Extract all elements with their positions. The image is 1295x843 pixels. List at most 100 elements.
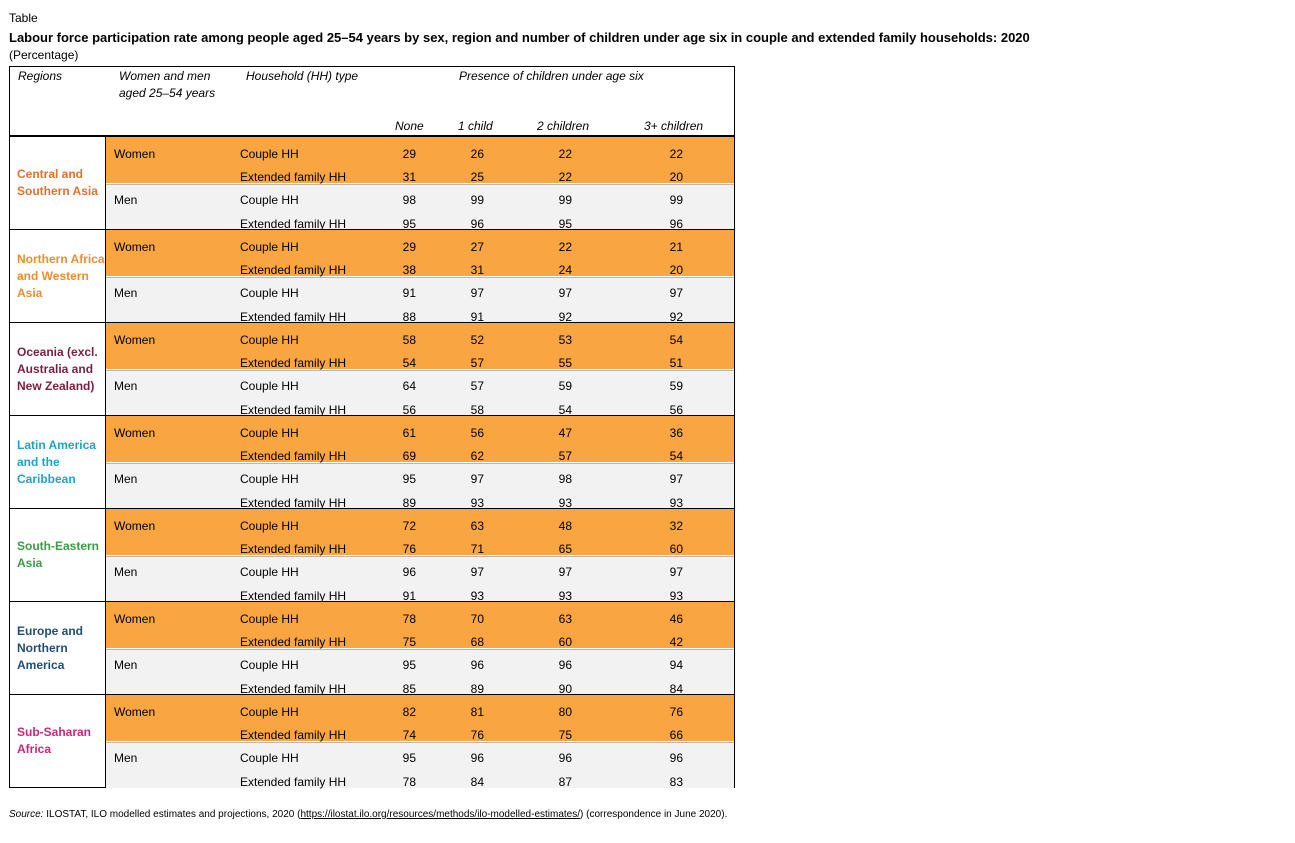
value-cell: 20 [669,170,683,184]
value-cell: 76 [669,705,683,719]
region-block: Sub-Saharan Africa Women Couple HH 82 81 80 76… [10,695,734,789]
value-cell: 61 [402,426,416,440]
value-cell: 95 [402,472,416,486]
sex-cell: Men [114,286,138,300]
region-name: Central and Southern Asia [17,167,98,198]
source-note: Source: ILOSTAT, ILO modelled estimates … [9,809,727,820]
household-type-cell: Extended family HH [240,496,347,510]
header-sex-line1: Women and men [119,69,211,83]
sex-cell: Women [114,240,156,254]
value-cell: 22 [558,240,572,254]
value-cell: 75 [558,728,572,742]
household-type-cell: Extended family HH [240,356,347,370]
value-cell: 55 [558,356,572,370]
value-cell: 97 [470,286,484,300]
region-name: South-Eastern Asia [17,539,100,570]
sex-cell: Men [114,565,138,579]
header-three-plus-children: 3+ children [644,119,704,133]
value-cell: 98 [402,193,416,207]
value-cell: 56 [470,426,484,440]
value-cell: 31 [402,170,416,184]
value-cell: 27 [470,240,484,254]
household-type-cell: Couple HH [240,751,299,765]
household-type-cell: Couple HH [240,426,299,440]
header-two-children: 2 children [537,119,590,133]
value-cell: 22 [558,170,572,184]
value-cell: 97 [669,286,683,300]
value-cell: 91 [402,286,416,300]
value-cell: 29 [402,240,416,254]
value-cell: 24 [558,263,572,277]
region-name: Europe and Northern America [17,623,84,672]
region-cell: Northern Africa and Western Asia [10,230,106,322]
household-type-cell: Extended family HH [240,403,347,417]
household-type-cell: Extended family HH [240,542,347,556]
women-row-band [106,509,734,555]
value-cell: 99 [558,193,572,207]
source-text: ILOSTAT, ILO modelled estimates and proj… [43,809,301,820]
value-cell: 69 [402,449,416,463]
value-cell: 31 [470,263,484,277]
household-type-cell: Extended family HH [240,775,347,789]
block-separator [10,229,734,230]
table-unit: (Percentage) [9,48,79,62]
value-cell: 97 [470,472,484,486]
men-row-band [106,742,734,788]
value-cell: 76 [402,542,416,556]
value-cell: 62 [470,449,484,463]
value-cell: 96 [402,565,416,579]
value-cell: 85 [402,682,416,696]
household-type-cell: Couple HH [240,612,299,626]
value-cell: 91 [402,589,416,603]
household-type-cell: Extended family HH [240,263,347,277]
value-cell: 96 [669,751,683,765]
value-cell: 22 [558,147,572,161]
sex-cell: Men [114,658,138,672]
value-cell: 54 [669,333,683,347]
household-type-cell: Couple HH [240,333,299,347]
value-cell: 64 [402,379,416,393]
region-name: Latin America and the Caribbean [17,437,96,486]
block-separator [10,694,734,695]
value-cell: 80 [558,705,572,719]
block-separator [10,322,734,323]
header-presence-children: Presence of children under age six [459,69,644,83]
region-block: Latin America and the Caribbean Women Coup… [10,416,734,510]
men-row-band [106,184,734,230]
value-cell: 92 [669,310,683,324]
value-cell: 95 [558,217,572,231]
value-cell: 58 [470,403,484,417]
household-type-cell: Extended family HH [240,682,347,696]
table-title: Labour force participation rate among pe… [9,30,1030,45]
header-household-type: Household (HH) type [246,69,359,83]
header-none: None [395,119,424,133]
value-cell: 99 [669,193,683,207]
value-cell: 91 [470,310,484,324]
region-block: Oceania (excl. Australia and New Zealand… [10,323,734,417]
value-cell: 93 [470,589,484,603]
value-cell: 58 [402,333,416,347]
value-cell: 63 [470,519,484,533]
value-cell: 84 [669,682,683,696]
women-row-band [106,323,734,369]
value-cell: 52 [470,333,484,347]
value-cell: 78 [402,612,416,626]
region-block: Europe and Northern America Women Couple H… [10,602,734,696]
source-link[interactable]: https://ilostat.ilo.org/resources/method… [300,809,581,820]
women-row-band [106,695,734,741]
household-type-cell: Couple HH [240,519,299,533]
value-cell: 98 [558,472,572,486]
household-type-cell: Couple HH [240,565,299,579]
value-cell: 22 [669,147,683,161]
sex-cell: Men [114,472,138,486]
source-text-end: ) (correspondence in June 2020). [580,809,728,820]
value-cell: 87 [558,775,572,789]
value-cell: 29 [402,147,416,161]
value-cell: 56 [669,403,683,417]
region-block: Central and Southern Asia Women Couple HH 2… [10,137,734,231]
value-cell: 96 [669,217,683,231]
men-row-band [106,463,734,509]
household-type-cell: Extended family HH [240,728,347,742]
header-rule [10,135,734,137]
household-type-cell: Couple HH [240,658,299,672]
